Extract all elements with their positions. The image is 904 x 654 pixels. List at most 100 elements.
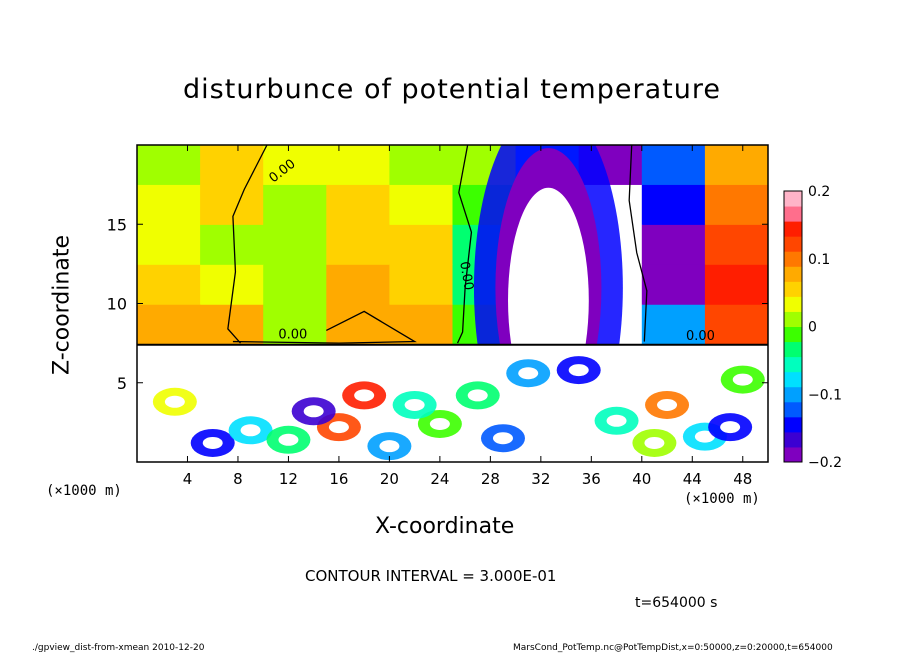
heatmap-cell: [200, 184, 264, 226]
turbulence-core: [568, 364, 589, 377]
x-tick-label: 4: [183, 470, 193, 488]
heatmap-cell: [200, 145, 264, 186]
x-axis: 4 8 12 16 20 24 28 32 36 40 44 48: [183, 145, 752, 488]
heatmap-cell: [137, 224, 201, 266]
colorbar-swatch: [784, 401, 802, 418]
heatmap-cell: [326, 145, 390, 186]
colorbar-swatch: [784, 206, 802, 222]
y-tick-label: 10: [107, 295, 127, 314]
contour-line: [227, 145, 268, 344]
heatmap-cell: [263, 304, 327, 346]
turbulence-core: [518, 367, 539, 380]
x-tick-label: 32: [531, 470, 550, 488]
turbulence-core: [694, 430, 715, 443]
turbulence-core: [328, 421, 349, 434]
colorbar-swatch: [784, 281, 802, 297]
turbulence-core: [429, 417, 450, 430]
turbulence-core: [467, 389, 488, 402]
colorbar-swatch: [784, 446, 802, 463]
x-tick-label: 36: [582, 470, 601, 488]
x-tick-label: 28: [481, 470, 500, 488]
turbulence-core: [492, 432, 513, 445]
turbulence-core: [720, 421, 741, 434]
contour-line: [456, 145, 473, 344]
footer-left: ./gpview_dist-from-xmean 2010-12-20: [32, 643, 205, 653]
heatmap-cell: [263, 224, 327, 266]
turbulence-core: [606, 414, 627, 427]
contour-label: 0.00: [686, 329, 715, 344]
x-tick-label: 40: [632, 470, 651, 488]
turbulent-lower-layer: [137, 344, 768, 462]
colorbar-tick-label: −0.1: [808, 387, 842, 403]
heatmap-cell: [137, 304, 201, 346]
colorbar-swatch: [784, 221, 802, 237]
colorbar-swatch: [784, 431, 802, 448]
x-axis-label: X-coordinate: [375, 514, 515, 539]
contour-label: 0.00: [278, 327, 307, 342]
heatmap-cell: [389, 224, 454, 266]
colorbar-swatch: [784, 341, 802, 358]
heatmap-cell: [641, 264, 706, 306]
colorbar-frame: [783, 190, 803, 463]
colorbar-swatch: [784, 311, 802, 327]
colorbar-swatch: [784, 371, 802, 388]
contour-label: 0.00: [456, 260, 476, 291]
turbulence-core: [732, 373, 753, 386]
colorbar-swatch: [784, 356, 802, 373]
heatmap-cell: [641, 184, 706, 226]
turbulence-core: [354, 389, 375, 402]
y-axis: 5 10 15: [107, 215, 768, 393]
x-tick-label: 48: [733, 470, 752, 488]
turbulence-core: [379, 440, 400, 453]
contour-line: [628, 145, 648, 342]
y-tick-label: 15: [107, 215, 127, 234]
colorbar-swatch: [784, 386, 802, 403]
x-tick-label: 20: [380, 470, 399, 488]
turbulence-core: [202, 436, 223, 449]
x-tick-label: 24: [430, 470, 449, 488]
heatmap-cell: [389, 304, 454, 346]
time-text: t=654000 s: [635, 595, 718, 611]
heatmap-cell: [137, 184, 201, 226]
heatmap-cell: [263, 184, 327, 226]
heatmap-cell: [137, 264, 201, 306]
x-tick-label: 44: [683, 470, 702, 488]
heatmap-cell: [326, 264, 390, 306]
colorbar-swatch: [784, 416, 802, 433]
colorbar: 0.2 0.1 0 −0.1 −0.2: [783, 184, 842, 471]
heatmap-cell: [704, 224, 768, 266]
heatmap-cell: [137, 145, 201, 186]
heatmap-cell: [263, 145, 327, 186]
turbulence-core: [240, 424, 261, 437]
heatmap-cell: [641, 304, 706, 346]
heatmap-cell: [389, 264, 454, 306]
heatmap-cell: [704, 304, 768, 346]
colorbar-swatch: [784, 191, 802, 207]
chart-title: disturbunce of potential temperature: [183, 74, 721, 105]
heatmap-cell: [641, 224, 706, 266]
colorbar-tick-label: 0.2: [808, 184, 830, 200]
turbulence-core: [303, 405, 324, 418]
y-tick-label: 5: [117, 374, 127, 393]
heatmap-cell: [389, 184, 454, 226]
heatmap-cell: [200, 304, 264, 346]
colorbar-tick-label: 0.1: [808, 252, 830, 268]
heatmap-cell: [389, 145, 454, 186]
heatmap-cell: [641, 145, 706, 186]
y-axis-label: Z-coordinate: [49, 235, 75, 375]
heatmap-cell: [326, 184, 390, 226]
turbulence-core: [164, 395, 185, 408]
heatmap-cell: [704, 145, 768, 186]
colorbar-swatch: [784, 326, 802, 343]
turbulence-core: [278, 433, 299, 446]
contour-lines: 0.000.000.00 0.00: [137, 145, 768, 346]
colorbar-swatch: [784, 296, 802, 312]
x-tick-label: 12: [279, 470, 298, 488]
colorbar-tick-label: −0.2: [808, 455, 842, 471]
contour-line: [232, 310, 417, 344]
colorbar-swatch: [784, 251, 802, 267]
turbulence-core: [657, 398, 678, 411]
heatmap-cell: [704, 184, 768, 226]
heatmap-cell: [704, 264, 768, 306]
